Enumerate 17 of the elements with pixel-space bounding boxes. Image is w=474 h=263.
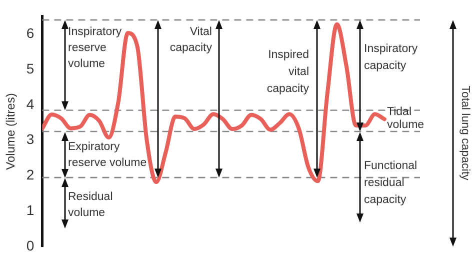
annotation: Vital capacity xyxy=(170,26,212,54)
y-tick-label: 4 xyxy=(26,96,34,112)
annotation: Inspiratory capacity xyxy=(364,43,418,72)
annotation: Inspiratory reserve volume xyxy=(68,26,122,70)
annotation: Residual volume xyxy=(68,191,113,220)
y-tick-label: 2 xyxy=(26,166,34,183)
annotation: Functional residual capacity xyxy=(364,160,418,206)
annotation: Expiratory reserve volume xyxy=(68,141,147,170)
y-tick-label: 5 xyxy=(26,60,34,76)
y-tick-label: 1 xyxy=(26,202,34,218)
y-axis-title: Volume (litres) xyxy=(4,93,18,170)
annotation: Inspired vital capacity xyxy=(266,49,310,96)
y-tick-label: 0 xyxy=(26,237,34,254)
annotation: Tidal volume xyxy=(387,106,424,132)
text: Total lung capacity xyxy=(458,86,471,181)
y-tick-label: 3 xyxy=(26,131,34,148)
y-tick-label: 6 xyxy=(26,24,34,41)
